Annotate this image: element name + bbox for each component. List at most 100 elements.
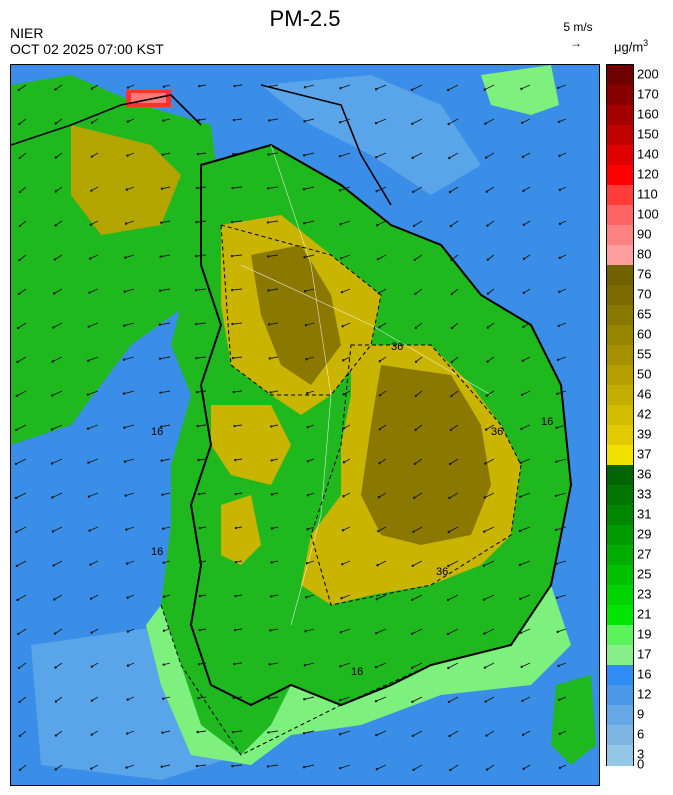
wind-arrow-icon <box>340 220 351 225</box>
wind-arrow-head-icon <box>302 732 306 735</box>
wind-arrow-icon <box>304 118 315 122</box>
wind-arrow-head-icon <box>18 768 22 772</box>
wind-arrow-head-icon <box>412 224 416 228</box>
wind-vector-field <box>14 84 567 772</box>
wind-arrow-head-icon <box>414 428 417 432</box>
wind-arrow-head-icon <box>267 289 270 292</box>
wind-arrow-icon <box>55 152 63 158</box>
wind-arrow-head-icon <box>161 731 164 734</box>
wind-arrow-icon <box>521 84 531 90</box>
wind-arrow-icon <box>125 254 135 259</box>
wind-arrow-head-icon <box>162 629 166 632</box>
wind-arrow-head-icon <box>15 530 18 534</box>
legend-unit-exponent: 3 <box>643 38 649 48</box>
wind-arrow-icon <box>483 560 495 567</box>
wind-arrow-icon <box>486 186 495 193</box>
legend-tick-label: 17 <box>637 646 652 662</box>
wind-arrow-icon <box>18 662 27 669</box>
wind-arrow-head-icon <box>339 631 343 634</box>
wind-arrow-head-icon <box>159 255 162 258</box>
wind-arrow-head-icon <box>341 563 344 566</box>
wind-arrow-head-icon <box>234 526 238 530</box>
wind-arrow-icon <box>521 390 531 396</box>
wind-arrow-icon <box>450 764 459 771</box>
wind-arrow-icon <box>304 254 315 258</box>
wind-arrow-head-icon <box>197 492 201 496</box>
wind-arrow-icon <box>87 424 99 430</box>
wind-arrow-head-icon <box>378 428 382 431</box>
wind-arrow-icon <box>52 390 63 396</box>
wind-arrow-head-icon <box>17 292 21 296</box>
wind-arrow-head-icon <box>232 390 236 394</box>
wind-arrow-head-icon <box>558 256 562 260</box>
wind-arrow-icon <box>414 254 423 261</box>
tsushima-zone <box>551 675 596 765</box>
wind-arrow-head-icon <box>87 325 90 328</box>
wind-arrow-head-icon <box>306 460 310 463</box>
wind-arrow-head-icon <box>196 424 199 428</box>
wind-arrow-head-icon <box>270 561 273 564</box>
wind-arrow-icon <box>55 696 63 702</box>
pm25-map: 16 16 16 16 36 36 36 <box>10 64 600 786</box>
wind-arrow-head-icon <box>520 393 524 397</box>
wind-arrow-icon <box>379 322 387 328</box>
wind-arrow-icon <box>198 458 207 461</box>
wind-reference-label: 5 m/s <box>563 20 593 34</box>
wind-arrow-head-icon <box>53 258 57 261</box>
wind-arrow-head-icon <box>448 156 451 160</box>
wind-arrow-head-icon <box>89 223 93 226</box>
wind-arrow-icon <box>340 84 351 89</box>
wind-arrow-head-icon <box>197 696 200 700</box>
legend-swatch <box>607 105 633 126</box>
wind-arrow-head-icon <box>54 224 57 227</box>
wind-arrow-head-icon <box>195 356 198 360</box>
wind-arrow-head-icon <box>447 122 450 126</box>
wind-arrow-icon <box>376 186 387 192</box>
wind-arrow-icon <box>88 356 99 362</box>
wind-arrow-head-icon <box>412 190 415 194</box>
wind-arrow-head-icon <box>51 530 55 533</box>
wind-arrow-icon <box>376 628 387 634</box>
wind-arrow-head-icon <box>412 768 415 772</box>
wind-arrow-icon <box>161 458 171 462</box>
wind-arrow-head-icon <box>554 494 558 498</box>
wind-arrow-icon <box>161 186 171 190</box>
wind-arrow-icon <box>269 84 279 87</box>
wind-arrow-icon <box>451 322 459 329</box>
wind-arrow-icon <box>160 288 171 292</box>
wind-arrow-icon <box>303 764 315 768</box>
wind-arrow-head-icon <box>17 632 20 636</box>
wind-arrow-head-icon <box>18 156 22 160</box>
wind-arrow-head-icon <box>126 154 129 157</box>
yellow-zone-southwest <box>221 495 261 565</box>
wind-arrow-icon <box>412 696 423 703</box>
legend-swatch <box>607 425 633 446</box>
olive-zone-southeast <box>361 365 491 545</box>
wind-arrow-head-icon <box>377 530 380 533</box>
wind-arrow-icon <box>125 492 135 497</box>
wind-arrow-head-icon <box>267 119 271 122</box>
wind-arrow-icon <box>19 118 27 125</box>
wind-arrow-head-icon <box>195 220 198 224</box>
wind-arrow-icon <box>376 594 387 600</box>
wind-arrow-icon <box>233 356 243 359</box>
wind-arrow-head-icon <box>338 189 342 192</box>
legend-swatch <box>607 145 633 166</box>
wind-arrow-head-icon <box>446 632 450 636</box>
wind-arrow-icon <box>124 458 135 463</box>
wind-arrow-icon <box>18 288 27 295</box>
wind-arrow-head-icon <box>484 462 487 465</box>
wind-arrow-head-icon <box>124 256 127 259</box>
wind-arrow-icon <box>233 390 243 393</box>
wind-arrow-head-icon <box>414 292 417 296</box>
wind-arrow-icon <box>487 322 495 328</box>
legend-tick-label: 80 <box>637 246 652 262</box>
wind-arrow-head-icon <box>340 291 344 294</box>
wind-arrow-icon <box>55 662 63 668</box>
legend-swatch <box>607 685 633 706</box>
wind-arrow-icon <box>451 356 459 363</box>
wind-arrow-icon <box>486 730 495 737</box>
legend-tick-label: 12 <box>637 686 652 702</box>
wind-arrow-icon <box>486 764 495 771</box>
wind-arrow-head-icon <box>198 526 201 530</box>
